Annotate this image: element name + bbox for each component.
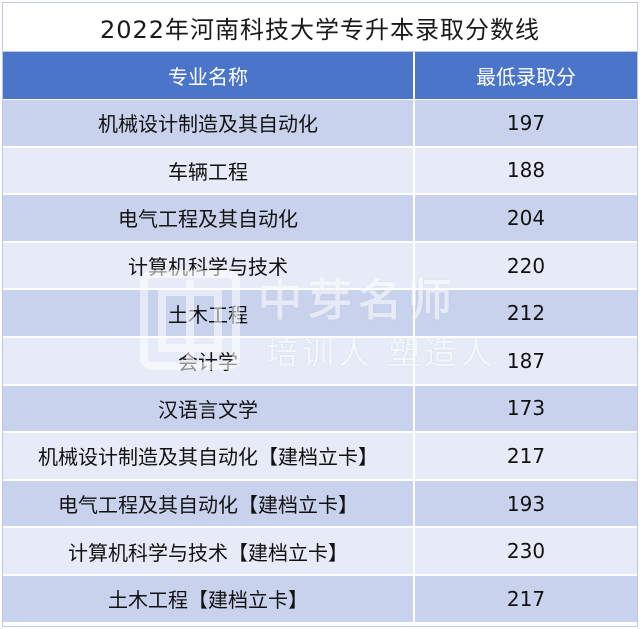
table-row: 机械设计制造及其自动化 197	[3, 100, 637, 148]
cell-major: 汉语言文学	[3, 385, 415, 432]
table-row: 计算机科学与技术 220	[3, 242, 637, 291]
table-row: 汉语言文学 173	[3, 385, 637, 434]
cell-score: 173	[506, 396, 546, 421]
column-header-major: 专业名称	[3, 52, 415, 99]
cell-score: 217	[506, 443, 546, 468]
cell-score: 230	[506, 539, 546, 564]
cell-major: 土木工程【建档立卡】	[3, 575, 415, 622]
column-header-score: 最低录取分	[476, 65, 576, 89]
table-row: 车辆工程 188	[3, 147, 637, 196]
cell-major: 计算机科学与技术	[3, 242, 415, 289]
cell-score: 188	[506, 158, 546, 183]
cell-major: 机械设计制造及其自动化	[3, 100, 415, 146]
table-row: 土木工程 212	[3, 290, 637, 338]
cell-major: 电气工程及其自动化	[3, 195, 415, 241]
table-body: 机械设计制造及其自动化 197 车辆工程 188 电气工程及其自动化 204 计算机科学与技…	[3, 100, 637, 624]
cell-score: 217	[506, 586, 546, 611]
cell-score: 212	[506, 301, 546, 326]
cell-major: 电气工程及其自动化【建档立卡】	[3, 480, 415, 527]
cell-score: 204	[506, 205, 546, 230]
table-row: 机械设计制造及其自动化【建档立卡】 217	[3, 433, 637, 481]
table-title: 2022年河南科技大学专升本录取分数线	[3, 3, 637, 52]
cell-score: 187	[506, 348, 546, 373]
cell-score: 193	[506, 491, 546, 516]
cell-score: 220	[506, 253, 546, 278]
table-row: 计算机科学与技术【建档立卡】 230	[3, 528, 637, 576]
table-row: 会计学 187	[3, 337, 637, 386]
table-header: 专业名称 最低录取分	[3, 52, 637, 100]
cell-major: 会计学	[3, 337, 415, 384]
cell-major: 机械设计制造及其自动化【建档立卡】	[3, 433, 415, 479]
table-row: 电气工程及其自动化【建档立卡】 193	[3, 480, 637, 529]
cell-major: 计算机科学与技术【建档立卡】	[3, 528, 415, 574]
table-row: 电气工程及其自动化 204	[3, 195, 637, 243]
cell-major: 车辆工程	[3, 147, 415, 194]
cell-major: 土木工程	[3, 290, 415, 336]
cell-score: 197	[506, 110, 546, 135]
table-row: 土木工程【建档立卡】 217	[3, 575, 637, 624]
